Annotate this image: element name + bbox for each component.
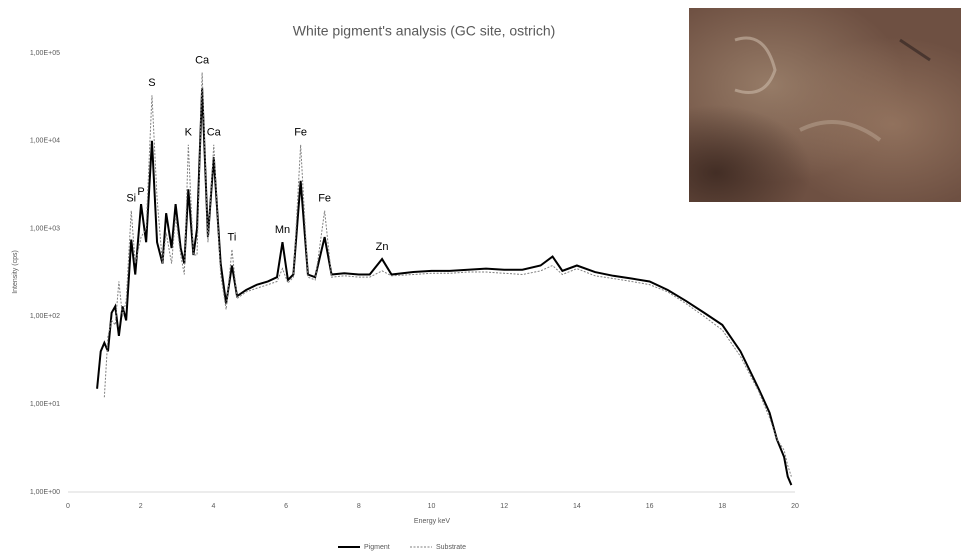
peak-label: K: [185, 127, 193, 139]
peak-label: Ti: [228, 231, 237, 243]
x-tick-label: 12: [500, 503, 508, 510]
peak-label: Mn: [275, 224, 290, 236]
x-tick-label: 0: [66, 503, 70, 510]
x-tick-label: 6: [284, 503, 288, 510]
y-tick-label: 1,00E+00: [30, 489, 60, 496]
y-tick-label: 1,00E+04: [30, 138, 60, 145]
x-tick-label: 8: [357, 503, 361, 510]
x-tick-label: 10: [428, 503, 436, 510]
legend-label: Substrate: [436, 544, 466, 551]
peak-label: Ca: [207, 127, 222, 139]
peak-label: Si: [126, 193, 136, 205]
y-tick-label: 1,00E+01: [30, 401, 60, 408]
x-tick-label: 4: [211, 503, 215, 510]
peak-label: Fe: [318, 193, 331, 205]
peak-label: Ca: [195, 54, 210, 66]
x-tick-label: 20: [791, 503, 799, 510]
photo: [689, 8, 961, 202]
peak-label: Zn: [376, 241, 389, 253]
x-tick-label: 14: [573, 503, 581, 510]
series-line: [96, 87, 793, 486]
x-tick-label: 2: [139, 503, 143, 510]
peak-label: P: [137, 186, 144, 198]
y-axis-title: Intensity (cps): [12, 250, 19, 294]
series-line: [103, 72, 792, 477]
peak-label: S: [148, 77, 155, 89]
y-tick-label: 1,00E+02: [30, 313, 60, 320]
y-tick-label: 1,00E+03: [30, 225, 60, 232]
x-axis-title: Energy keV: [414, 518, 451, 525]
y-tick-label: 1,00E+05: [30, 50, 60, 57]
legend-label: Pigment: [364, 544, 390, 551]
x-tick-label: 18: [718, 503, 726, 510]
peak-label: Fe: [294, 127, 307, 139]
chart-title: White pigment's analysis (GC site, ostri…: [293, 23, 556, 39]
x-tick-label: 16: [646, 503, 654, 510]
